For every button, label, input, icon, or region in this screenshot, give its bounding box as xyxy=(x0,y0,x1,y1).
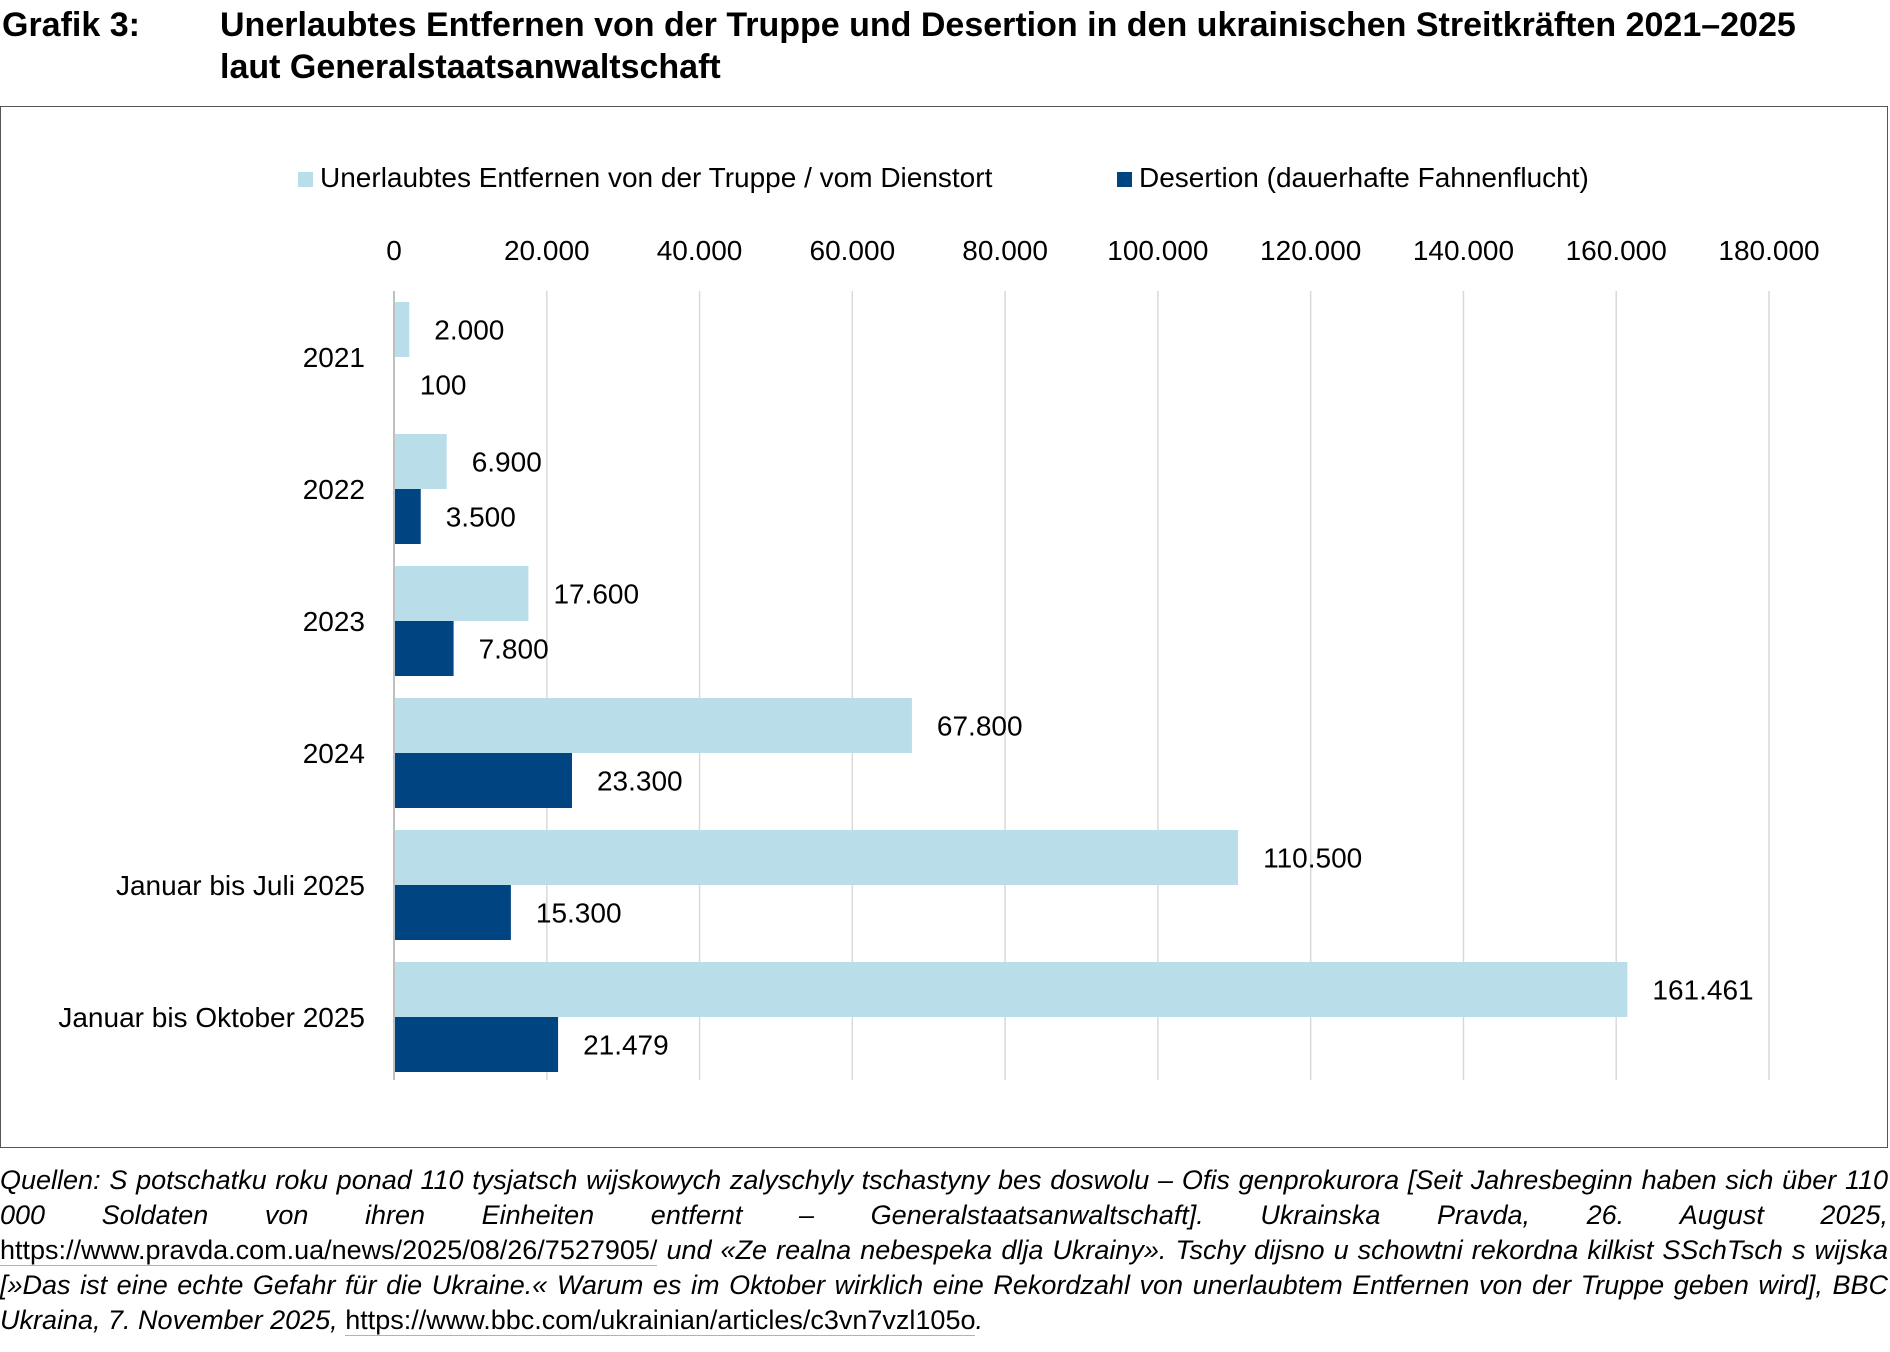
data-label-unerlaubtes-entfernen-3: 67.800 xyxy=(937,711,1023,742)
legend-label-unerlaubtes-entfernen: Unerlaubtes Entfernen von der Truppe / v… xyxy=(320,162,993,193)
x-tick-label-7: 140.000 xyxy=(1413,235,1514,266)
data-label-desertion-0: 100 xyxy=(420,370,467,401)
data-label-unerlaubtes-entfernen-0: 2.000 xyxy=(434,315,504,346)
chart-header: Grafik 3: Unerlaubtes Entfernen von der … xyxy=(0,0,1890,100)
data-label-unerlaubtes-entfernen-2: 17.600 xyxy=(553,579,639,610)
data-label-desertion-2: 7.800 xyxy=(479,634,549,665)
bar-chart: Unerlaubtes Entfernen von der Truppe / v… xyxy=(58,162,1820,1080)
bar-unerlaubtes-entfernen-1 xyxy=(394,434,447,489)
legend-swatch-unerlaubtes-entfernen xyxy=(298,172,313,187)
data-label-unerlaubtes-entfernen-1: 6.900 xyxy=(472,447,542,478)
bar-desertion-3 xyxy=(394,753,572,808)
chart-title-line-2: laut Generalstaatsanwaltschaft xyxy=(220,48,721,86)
source-note: Quellen: S potschatku roku ponad 110 tys… xyxy=(0,1163,1888,1338)
legend-label-desertion: Desertion (dauerhafte Fahnenflucht) xyxy=(1139,162,1589,193)
bar-unerlaubtes-entfernen-3 xyxy=(394,698,912,753)
x-axis-tick-labels: 0 20.000 40.000 60.000 80.000 100.000 120.000 1… xyxy=(386,235,1819,266)
source-text-part-1: Quellen: S potschatku roku ponad 110 tys… xyxy=(0,1165,1888,1230)
category-label-5: Januar bis Oktober 2025 xyxy=(58,1002,365,1033)
category-labels: 2021 2022 2023 2024 Januar bis Juli 2025 Janu… xyxy=(58,342,365,1033)
category-label-4: Januar bis Juli 2025 xyxy=(116,870,365,901)
bar-desertion-5 xyxy=(394,1017,559,1072)
data-label-unerlaubtes-entfernen-5: 161.461 xyxy=(1652,975,1753,1006)
figure-number: Grafik 3: xyxy=(2,6,140,44)
bar-unerlaubtes-entfernen-2 xyxy=(394,566,529,621)
bar-desertion-2 xyxy=(394,621,454,676)
x-tick-label-5: 100.000 xyxy=(1107,235,1208,266)
source-text-part-2: und «Ze realna nebespeka dlja Ukrainy». … xyxy=(0,1235,1888,1335)
bar-desertion-4 xyxy=(394,885,511,940)
x-tick-label-6: 120.000 xyxy=(1260,235,1361,266)
data-label-desertion-4: 15.300 xyxy=(536,898,622,929)
chart-legend: Unerlaubtes Entfernen von der Truppe / v… xyxy=(298,162,1589,193)
legend-swatch-desertion xyxy=(1117,172,1132,187)
chart-title-line-1: Unerlaubtes Entfernen von der Truppe und… xyxy=(220,6,1796,44)
x-tick-label-3: 60.000 xyxy=(810,235,896,266)
source-link-bbc[interactable]: https://www.bbc.com/ukrainian/articles/c… xyxy=(345,1305,976,1336)
x-tick-label-9: 180.000 xyxy=(1718,235,1819,266)
bar-unerlaubtes-entfernen-0 xyxy=(394,302,410,357)
category-label-3: 2024 xyxy=(303,738,365,769)
x-tick-label-0: 0 xyxy=(386,235,402,266)
data-label-desertion-1: 3.500 xyxy=(446,502,516,533)
category-label-1: 2022 xyxy=(303,474,365,505)
category-label-0: 2021 xyxy=(303,342,365,373)
chart-frame: Unerlaubtes Entfernen von der Truppe / v… xyxy=(0,106,1888,1148)
x-tick-label-8: 160.000 xyxy=(1566,235,1667,266)
bar-unerlaubtes-entfernen-5 xyxy=(394,962,1628,1017)
data-label-desertion-3: 23.300 xyxy=(597,766,683,797)
source-link-pravda[interactable]: https://www.pravda.com.ua/news/2025/08/2… xyxy=(0,1235,658,1266)
bars xyxy=(394,302,1628,1072)
data-label-unerlaubtes-entfernen-4: 110.500 xyxy=(1263,843,1362,874)
bar-unerlaubtes-entfernen-4 xyxy=(394,830,1239,885)
x-tick-label-2: 40.000 xyxy=(657,235,743,266)
x-tick-label-1: 20.000 xyxy=(504,235,590,266)
chart-title: Unerlaubtes Entfernen von der Truppe und… xyxy=(220,4,1890,88)
source-text-part-3: . xyxy=(975,1305,983,1335)
gridlines xyxy=(546,291,1770,1080)
category-label-2: 2023 xyxy=(303,606,365,637)
data-label-desertion-5: 21.479 xyxy=(583,1030,669,1061)
bar-desertion-1 xyxy=(394,489,421,544)
x-tick-label-4: 80.000 xyxy=(962,235,1048,266)
